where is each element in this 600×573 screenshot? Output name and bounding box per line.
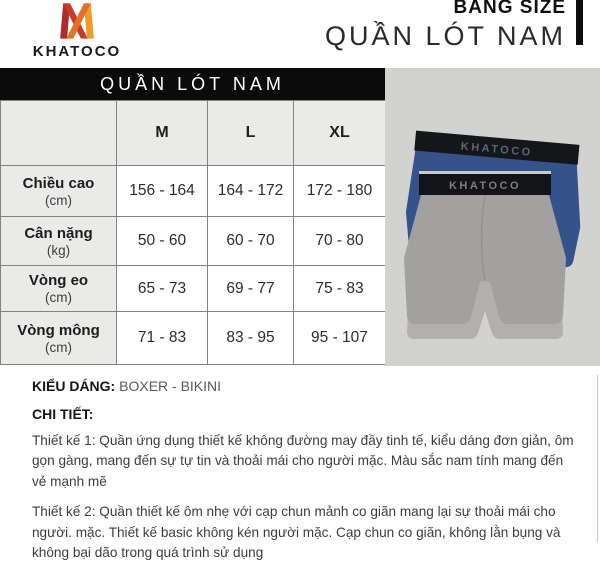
row-label: Chiều cao	[22, 174, 95, 192]
row-unit: (cm)	[45, 339, 72, 355]
style-label: KIỂU DÁNG:	[32, 378, 116, 394]
row-label: Cân nặng	[24, 224, 93, 242]
row-unit: (cm)	[45, 290, 72, 305]
size-table-grid: M L XL Chiều cao (cm) 156 - 164 164 - 17…	[0, 100, 386, 365]
style-value: BOXER - BIKINI	[119, 378, 222, 394]
brand-logo: KHATOCO	[30, 0, 124, 60]
row-label: Vòng eo	[28, 272, 89, 289]
gray-waistband-label: KHATOCO	[449, 180, 521, 192]
header-accent-bar	[576, 0, 583, 45]
page-title: QUẦN LÓT NAM	[324, 21, 566, 51]
boxer-briefs-illustration: KHATOCO KHATOCO	[404, 130, 581, 339]
brand-name: KHATOCO	[32, 43, 122, 60]
header-titles: BẢNG SIZE QUẦN LÓT NAM	[325, 0, 566, 52]
empty-corner-cell	[0, 100, 117, 166]
size-value-cell: 71 - 83	[116, 311, 208, 365]
right-edge-divider	[597, 375, 598, 542]
size-table-title: QUẦN LÓT NAM	[0, 68, 385, 100]
detail-paragraph-1: Thiết kế 1: Quần ứng dụng thiết kế không…	[32, 433, 574, 489]
size-value-cell: 69 - 77	[207, 265, 294, 312]
table-row-height: Chiều cao (cm) 156 - 164 164 - 172 172 -…	[0, 165, 386, 217]
row-label-cell: Vòng eo (cm)	[0, 265, 117, 312]
row-unit: (cm)	[45, 192, 72, 208]
size-header-row: M L XL	[0, 100, 386, 166]
product-photo: KHATOCO KHATOCO	[385, 68, 600, 366]
header-kicker: BẢNG SIZE	[453, 0, 566, 18]
row-unit: (kg)	[46, 242, 71, 258]
size-column-xl: XL	[293, 100, 386, 166]
size-value-cell: 75 - 83	[293, 265, 386, 312]
size-value-cell: 156 - 164	[116, 165, 208, 217]
style-line: KIỂU DÁNG: BOXER - BIKINI	[32, 378, 576, 394]
row-label: Vòng mông	[17, 321, 100, 339]
size-column-l: L	[207, 100, 294, 166]
table-row-hip: Vòng mông (cm) 71 - 83 83 - 95 95 - 107	[0, 311, 386, 365]
size-column-m: M	[116, 100, 208, 166]
size-value-cell: 50 - 60	[116, 216, 208, 266]
detail-paragraph-2: Thiết kế 2: Quần thiết kế ôm nhẹ với cạp…	[32, 504, 561, 560]
size-value-cell: 65 - 73	[116, 265, 208, 312]
size-value-cell: 172 - 180	[293, 165, 386, 217]
row-label-cell: Chiều cao (cm)	[0, 165, 117, 217]
table-row-weight: Cân nặng (kg) 50 - 60 60 - 70 70 - 80	[0, 216, 386, 266]
size-chart-page: KHATOCO BẢNG SIZE QUẦN LÓT NAM QUẦN LÓT …	[0, 0, 600, 560]
size-value-cell: 60 - 70	[207, 216, 294, 266]
row-label-cell: Vòng mông (cm)	[0, 311, 117, 365]
detail-heading: CHI TIẾT:	[32, 406, 94, 422]
size-value-cell: 164 - 172	[207, 165, 294, 217]
khatoco-monogram-icon	[60, 3, 94, 39]
size-chart-section: QUẦN LÓT NAM M L XL Chiều cao (cm) 156 -…	[0, 68, 600, 366]
page-header: KHATOCO BẢNG SIZE QUẦN LÓT NAM	[0, 0, 600, 68]
table-row-waist: Vòng eo (cm) 65 - 73 69 - 77 75 - 83	[0, 265, 386, 312]
row-label-cell: Cân nặng (kg)	[0, 216, 117, 266]
size-value-cell: 70 - 80	[293, 216, 386, 266]
size-table: QUẦN LÓT NAM M L XL Chiều cao (cm) 156 -…	[0, 68, 386, 366]
size-value-cell: 95 - 107	[293, 311, 386, 365]
size-value-cell: 83 - 95	[207, 311, 294, 365]
